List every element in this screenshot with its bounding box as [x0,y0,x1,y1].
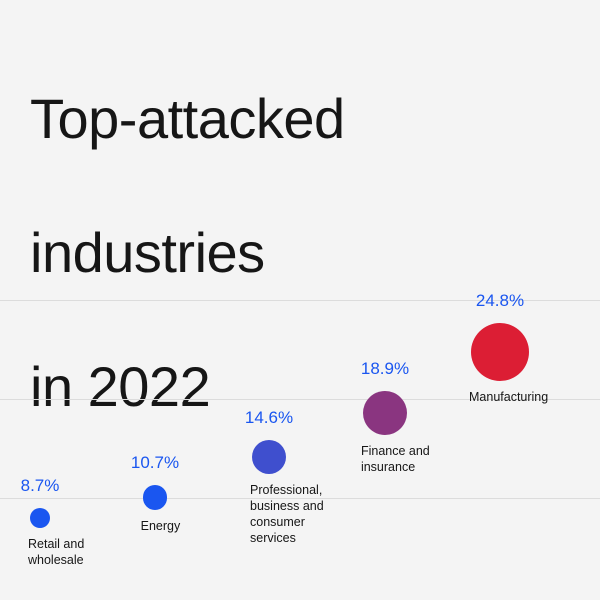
gridline-upper [0,300,600,301]
category-label-line: Manufacturing [469,390,549,404]
category-label-line: Finance and [360,443,430,458]
value-label-0: 8.7% [20,476,60,495]
category-label-line: insurance [360,459,416,474]
category-label-line: Energy [140,518,181,533]
category-label-1: Energy [141,518,236,534]
gridline-middle [0,399,600,400]
bubble-4 [471,323,529,381]
chart-title-line-2: industries [30,221,265,284]
category-label-2: Professional, business and consumer service… [250,482,345,546]
category-label-line: services [250,531,296,546]
gridline-lower [0,498,600,499]
category-label-0: Retail and wholesale [28,536,123,568]
category-label-line: Retail and [28,537,85,551]
chart-title: Top-attacked industries in 2022 [30,18,345,487]
bubble-0 [30,508,50,528]
category-label-line: wholesale [28,553,84,567]
category-label-line: business and [250,499,324,514]
category-label-4: Manufacturing [469,389,564,405]
bubble-3 [362,390,408,435]
value-label-3: 18.9% [360,358,410,378]
value-label-2: 14.6% [244,408,294,428]
bubble-1 [142,485,168,510]
category-label-3: Finance and insurance [361,443,456,475]
chart-title-line-1: Top-attacked [30,87,345,150]
bubble-2 [252,440,286,475]
category-label-line: Professional, [250,483,323,498]
value-label-1: 10.7% [130,453,180,473]
category-label-line: consumer [250,515,305,530]
value-label-4: 24.8% [475,291,525,310]
chart-title-line-3: in 2022 [30,355,211,418]
